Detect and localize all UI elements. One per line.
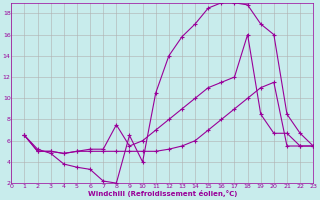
X-axis label: Windchill (Refroidissement éolien,°C): Windchill (Refroidissement éolien,°C) bbox=[88, 190, 237, 197]
